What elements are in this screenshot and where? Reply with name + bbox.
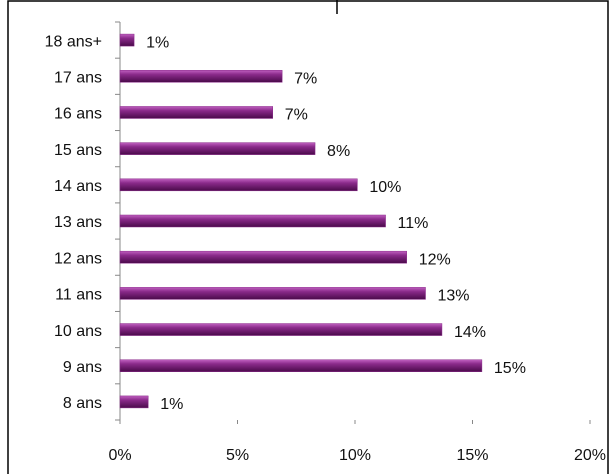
bar [119, 287, 426, 300]
x-tick-label: 15% [456, 447, 488, 464]
bar [119, 33, 135, 47]
y-tick-label: 11 ans [55, 287, 102, 304]
y-tick-label: 18 ans+ [45, 33, 102, 50]
value-label: 12% [419, 251, 451, 268]
y-tick-label: 16 ans [54, 106, 102, 123]
bar [119, 178, 358, 192]
bar [119, 70, 283, 83]
y-tick-label: 15 ans [54, 142, 102, 159]
y-tick-label: 8 ans [63, 395, 102, 412]
y-tick-label: 17 ans [54, 69, 102, 86]
bar [119, 323, 443, 336]
value-label: 7% [294, 70, 317, 87]
value-label: 8% [327, 143, 350, 160]
y-tick-label: 10 ans [54, 323, 102, 340]
value-label: 10% [369, 179, 401, 196]
y-tick-label: 14 ans [54, 178, 102, 195]
bar [119, 106, 273, 119]
value-label: 1% [160, 396, 183, 413]
value-label: 1% [146, 34, 169, 51]
y-tick-label: 9 ans [63, 359, 102, 376]
bar [119, 250, 407, 264]
y-tick-label: 12 ans [54, 250, 102, 267]
value-label: 11% [398, 215, 429, 232]
bar [119, 395, 149, 409]
value-label: 14% [454, 324, 486, 341]
x-tick-label: 20% [574, 447, 606, 464]
value-label: 15% [494, 360, 526, 377]
bar [119, 359, 483, 372]
value-label: 13% [438, 288, 470, 305]
x-tick-label: 5% [226, 447, 249, 464]
x-tick-label: 0% [108, 447, 131, 464]
y-tick-label: 13 ans [54, 214, 102, 231]
x-tick-label: 10% [339, 447, 371, 464]
bar [119, 214, 386, 228]
frame [7, 0, 609, 474]
bar [119, 142, 316, 155]
value-label: 7% [285, 107, 308, 124]
